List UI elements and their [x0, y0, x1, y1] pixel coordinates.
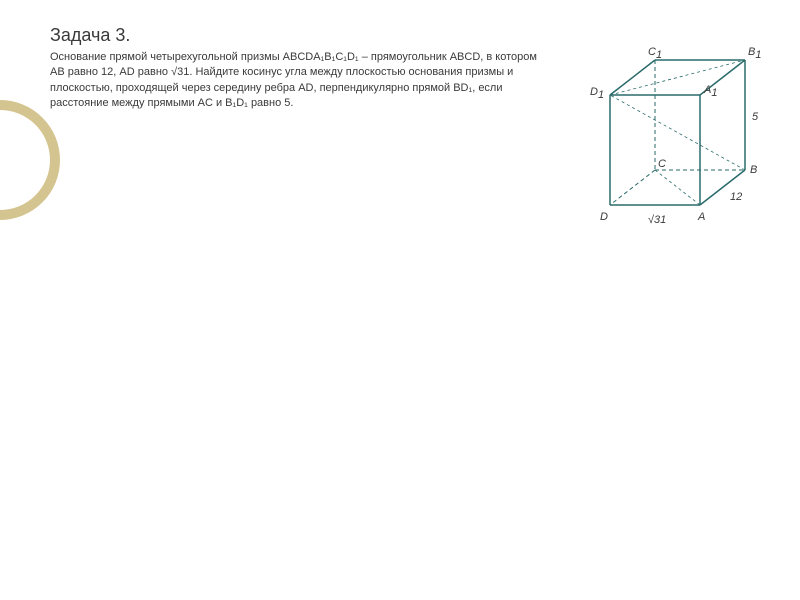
- dim-height: 5: [752, 111, 759, 123]
- label-B: B: [750, 164, 757, 176]
- label-A1: A1: [703, 84, 717, 99]
- problem-title: Задача 3.: [50, 25, 550, 46]
- edge-C1D1: [610, 60, 655, 95]
- dim-depth: √31: [648, 214, 666, 226]
- label-C: C: [658, 158, 666, 170]
- label-D1: D1: [590, 86, 604, 101]
- prism-diagram: C1 B1 D1 A1 C B D A 5 12 √31: [570, 25, 770, 235]
- label-D: D: [600, 211, 608, 223]
- label-A: A: [697, 211, 705, 223]
- diag-D1B1: [610, 60, 745, 95]
- decorative-circle: [0, 100, 60, 220]
- label-B1: B1: [748, 46, 761, 61]
- label-C1: C1: [648, 46, 662, 61]
- diag-BD1: [610, 95, 745, 170]
- problem-text: Основание прямой четырехугольной призмы …: [50, 50, 550, 112]
- dim-width: 12: [730, 191, 742, 203]
- content-area: Задача 3. Основание прямой четырехугольн…: [50, 25, 550, 112]
- diag-AC: [655, 170, 700, 205]
- edge-CD: [610, 170, 655, 205]
